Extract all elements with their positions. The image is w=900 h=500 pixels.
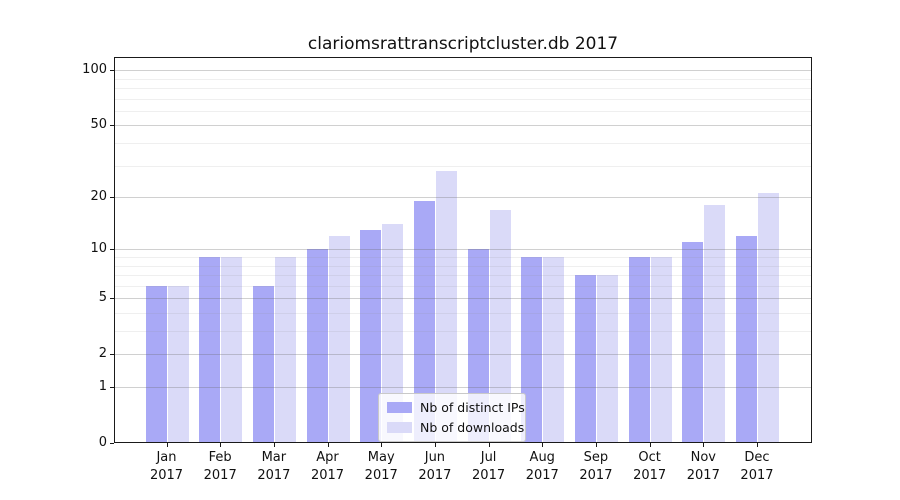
y-tick-label-50: 50 xyxy=(90,117,107,133)
y-tick-label-2: 2 xyxy=(98,346,107,362)
x-tick-mark-feb xyxy=(220,443,222,447)
y-tick-mark-2 xyxy=(110,354,114,356)
x-tick-label-jul: Jul 2017 xyxy=(472,450,506,483)
legend-swatch-downloads xyxy=(387,422,412,433)
x-tick-mark-nov xyxy=(703,443,705,447)
x-tick-label-dec: Dec 2017 xyxy=(740,450,774,483)
x-tick-mark-apr xyxy=(327,443,329,447)
bar-oct-nb-of-distinct-ips xyxy=(628,257,650,443)
bar-aug-nb-of-downloads xyxy=(543,257,565,443)
y-tick-label-5: 5 xyxy=(98,290,107,306)
legend-label-downloads: Nb of downloads xyxy=(420,420,525,435)
bar-mar-nb-of-downloads xyxy=(274,257,296,443)
x-tick-label-aug: Aug 2017 xyxy=(525,450,559,483)
x-tick-label-feb: Feb 2017 xyxy=(203,450,237,483)
x-tick-label-may: May 2017 xyxy=(364,450,398,483)
x-tick-label-oct: Oct 2017 xyxy=(633,450,667,483)
x-tick-mark-aug xyxy=(542,443,544,447)
bar-jul-nb-of-downloads xyxy=(489,209,511,443)
bar-apr-nb-of-downloads xyxy=(328,235,350,443)
bar-jan-nb-of-distinct-ips xyxy=(145,285,167,443)
x-tick-mark-may xyxy=(381,443,383,447)
x-tick-label-mar: Mar 2017 xyxy=(257,450,291,483)
bar-sep-nb-of-distinct-ips xyxy=(574,275,596,443)
y-tick-mark-10 xyxy=(110,249,114,251)
bars-layer xyxy=(114,57,812,443)
y-tick-label-20: 20 xyxy=(90,189,107,205)
legend: Nb of distinct IPs Nb of downloads xyxy=(378,393,526,442)
x-tick-label-sep: Sep 2017 xyxy=(579,450,613,483)
legend-swatch-distinct-ips xyxy=(387,402,412,413)
x-tick-mark-sep xyxy=(595,443,597,447)
x-tick-mark-jul xyxy=(488,443,490,447)
x-tick-label-nov: Nov 2017 xyxy=(686,450,720,483)
legend-entry-downloads: Nb of downloads xyxy=(387,419,524,436)
y-tick-label-1: 1 xyxy=(98,379,107,395)
bar-mar-nb-of-distinct-ips xyxy=(252,285,274,443)
x-tick-mark-jun xyxy=(434,443,436,447)
y-tick-mark-5 xyxy=(110,298,114,300)
bar-jun-nb-of-downloads xyxy=(435,171,457,443)
y-tick-label-10: 10 xyxy=(90,241,107,257)
bar-nov-nb-of-distinct-ips xyxy=(682,242,704,443)
y-tick-label-100: 100 xyxy=(82,62,107,78)
x-tick-mark-mar xyxy=(273,443,275,447)
y-tick-mark-100 xyxy=(110,70,114,72)
bar-jan-nb-of-downloads xyxy=(167,285,189,443)
y-tick-mark-0 xyxy=(110,443,114,444)
bar-dec-nb-of-downloads xyxy=(757,193,779,443)
y-tick-mark-20 xyxy=(110,197,114,199)
bar-nov-nb-of-downloads xyxy=(704,205,726,443)
bar-sep-nb-of-downloads xyxy=(596,275,618,443)
bar-dec-nb-of-distinct-ips xyxy=(735,235,757,443)
x-tick-mark-jan xyxy=(166,443,168,447)
legend-label-distinct-ips: Nb of distinct IPs xyxy=(420,400,525,415)
legend-entry-distinct-ips: Nb of distinct IPs xyxy=(387,399,525,416)
bar-may-nb-of-distinct-ips xyxy=(360,229,382,443)
x-tick-label-apr: Apr 2017 xyxy=(310,450,345,483)
x-tick-mark-oct xyxy=(649,443,651,447)
chart-title: clariomsrattranscriptcluster.db 2017 xyxy=(307,34,619,54)
bar-may-nb-of-downloads xyxy=(382,224,404,443)
bar-jun-nb-of-distinct-ips xyxy=(413,201,435,443)
x-tick-mark-dec xyxy=(756,443,758,447)
bar-apr-nb-of-distinct-ips xyxy=(306,249,328,443)
x-tick-label-jun: Jun 2017 xyxy=(418,450,452,483)
bar-feb-nb-of-distinct-ips xyxy=(199,257,221,443)
bar-oct-nb-of-downloads xyxy=(650,257,672,443)
bar-aug-nb-of-distinct-ips xyxy=(521,257,543,443)
y-tick-mark-1 xyxy=(110,387,114,389)
bar-feb-nb-of-downloads xyxy=(221,257,243,443)
x-tick-label-jan: Jan 2017 xyxy=(149,450,184,483)
plot-area xyxy=(114,57,812,443)
y-tick-label-0: 0 xyxy=(98,435,107,450)
y-tick-mark-50 xyxy=(110,125,114,127)
